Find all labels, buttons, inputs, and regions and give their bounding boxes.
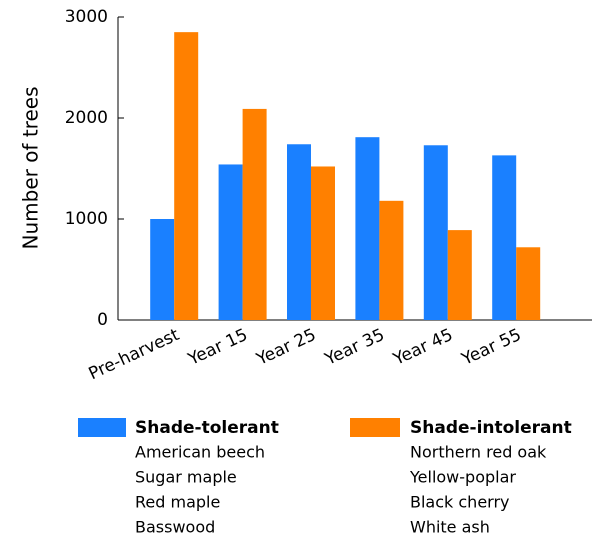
bar	[242, 108, 267, 320]
bar	[379, 200, 404, 320]
legend-swatch	[350, 418, 400, 437]
bar	[150, 219, 175, 320]
bar	[311, 166, 335, 320]
x-tick-label: Year 25	[253, 325, 319, 370]
legend-member: Yellow-poplar	[409, 468, 516, 487]
legend-member: American beech	[135, 443, 265, 462]
legend-member: Northern red oak	[410, 443, 547, 462]
legend-label: Shade-intolerant	[410, 418, 572, 438]
x-tick-label: Year 15	[184, 325, 250, 370]
y-tick-label: 3000	[65, 7, 108, 27]
legend-member: Black cherry	[410, 493, 510, 512]
bar	[355, 137, 380, 320]
legend-member: White ash	[410, 518, 490, 537]
legend-label: Shade-tolerant	[135, 418, 279, 438]
bar	[174, 32, 199, 321]
y-axis-label: Number of trees	[19, 87, 43, 250]
bar	[516, 247, 541, 320]
bar	[423, 145, 448, 320]
x-tick-label: Pre-harvest	[86, 325, 183, 384]
legend-member: Sugar maple	[135, 468, 237, 487]
x-tick-label: Year 35	[321, 325, 387, 370]
bar	[492, 155, 517, 320]
bar	[287, 144, 311, 320]
legend-member: Red maple	[135, 493, 220, 512]
y-tick-label: 0	[97, 310, 108, 330]
x-tick-label: Year 45	[390, 325, 456, 370]
legend-swatch	[78, 418, 126, 437]
bar	[218, 164, 243, 320]
x-tick-label: Year 55	[458, 325, 524, 370]
legend-member: Basswood	[135, 518, 215, 537]
bar	[447, 230, 472, 320]
y-tick-label: 2000	[65, 108, 108, 128]
y-tick-label: 1000	[65, 209, 108, 229]
